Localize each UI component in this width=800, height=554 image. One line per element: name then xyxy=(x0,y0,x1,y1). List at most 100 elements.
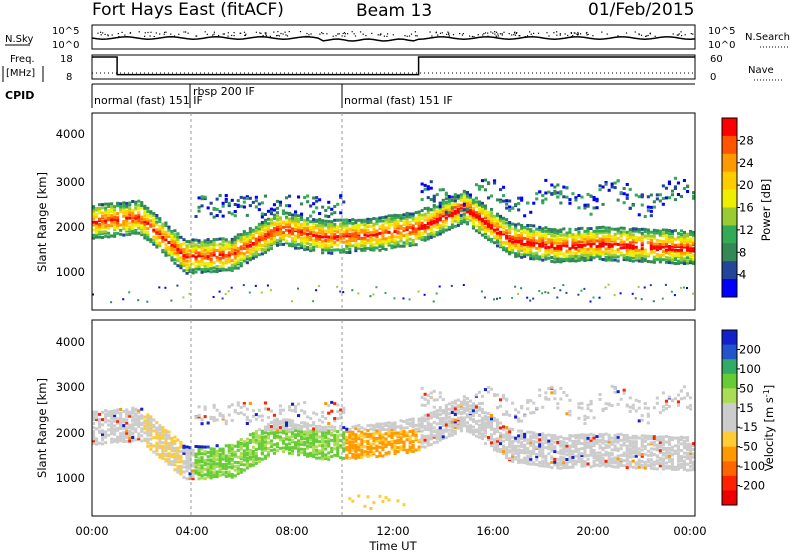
power-cell xyxy=(339,248,343,252)
velocity-cell xyxy=(185,463,189,467)
velocity-cell xyxy=(182,460,186,464)
velocity-cell xyxy=(188,472,192,476)
power-cell xyxy=(212,269,216,273)
power-cell xyxy=(312,238,316,242)
velocity-cell xyxy=(423,438,427,442)
velocity-cell xyxy=(508,457,512,460)
velocity-cell xyxy=(158,428,162,432)
velocity-cell xyxy=(242,468,246,472)
velocity-cell xyxy=(592,454,596,458)
velocity-cell xyxy=(369,434,373,438)
power-cell xyxy=(589,235,593,239)
power-cell xyxy=(435,233,439,237)
velocity-cell xyxy=(272,443,276,447)
velocity-cell xyxy=(158,453,162,457)
velocity-cell xyxy=(381,425,385,429)
velocity-cell xyxy=(306,428,310,432)
power-cell xyxy=(477,217,481,221)
velocity-cell xyxy=(487,425,491,429)
velocity-cell xyxy=(248,441,252,444)
velocity-cell xyxy=(580,464,584,468)
velocity-cell xyxy=(426,434,430,438)
power-cell xyxy=(625,234,629,238)
power-cell xyxy=(227,247,231,251)
velocity-cell xyxy=(399,432,403,436)
velocity-cell xyxy=(149,447,153,451)
power-cell xyxy=(490,214,494,218)
power-cell xyxy=(396,235,400,239)
cpid-segment-2: rbsp 200 IF xyxy=(193,85,255,98)
power-cell xyxy=(152,224,156,228)
power-cell xyxy=(556,248,560,252)
power-cell xyxy=(161,248,165,252)
power-cell xyxy=(438,210,442,214)
power-cell xyxy=(604,249,608,253)
power-cell xyxy=(107,226,111,230)
power-cell xyxy=(667,261,671,265)
velocity-cell xyxy=(462,395,466,399)
power-cell xyxy=(496,240,500,244)
velocity-cell xyxy=(541,455,545,459)
velocity-cell xyxy=(456,405,460,408)
velocity-cell xyxy=(405,451,409,455)
velocity-cell xyxy=(592,438,596,442)
power-cell xyxy=(517,234,521,237)
velocity-cell xyxy=(399,424,403,428)
power-cell xyxy=(197,209,201,213)
power-cell xyxy=(496,233,500,237)
velocity-cell xyxy=(254,413,258,417)
power-cell xyxy=(408,298,411,301)
power-cell xyxy=(170,256,174,260)
velocity-cell xyxy=(523,448,527,452)
power-cell xyxy=(658,232,662,236)
velocity-cell xyxy=(405,421,409,425)
power-cell xyxy=(444,193,448,197)
velocity-cell xyxy=(420,429,424,433)
power-cell xyxy=(98,203,102,207)
velocity-cell xyxy=(532,442,536,445)
power-cell xyxy=(173,242,177,246)
velocity-cell xyxy=(143,437,147,441)
power-cell xyxy=(468,218,472,222)
velocity-cell xyxy=(227,405,231,409)
power-cell xyxy=(559,289,562,292)
velocity-cell xyxy=(517,453,521,457)
power-cell xyxy=(263,237,267,241)
power-cell xyxy=(664,186,668,190)
power-cell xyxy=(381,229,385,233)
power-cell xyxy=(206,248,210,252)
power-cell xyxy=(577,235,581,239)
velocity-cell xyxy=(604,459,608,463)
power-cell xyxy=(128,228,132,232)
power-cell xyxy=(348,234,352,238)
velocity-cell xyxy=(288,451,292,455)
noise-search-dot xyxy=(640,34,643,36)
velocity-cell xyxy=(336,443,340,447)
velocity-cell xyxy=(125,411,129,415)
power-cell xyxy=(291,229,295,233)
power-cell xyxy=(625,237,629,241)
velocity-cell xyxy=(122,427,126,430)
power-cell xyxy=(553,260,557,264)
power-cell xyxy=(251,228,255,232)
velocity-cell xyxy=(502,439,506,443)
power-cell xyxy=(312,230,316,234)
velocity-cell xyxy=(450,422,454,426)
velocity-cell xyxy=(294,446,298,450)
noise-search-dot xyxy=(383,35,385,37)
velocity-cell xyxy=(480,422,484,425)
noise-search-dot xyxy=(380,33,382,35)
velocity-cell xyxy=(230,472,234,476)
power-cell xyxy=(487,235,491,239)
power-cell xyxy=(490,215,494,219)
power-cell xyxy=(562,241,566,245)
velocity-cell xyxy=(453,418,457,422)
velocity-cell xyxy=(502,396,506,400)
power-cell xyxy=(152,217,156,221)
power-cell xyxy=(670,255,674,259)
velocity-cell xyxy=(215,449,219,453)
velocity-cell xyxy=(351,437,355,441)
power-cell xyxy=(312,241,316,245)
power-cell xyxy=(622,201,626,205)
velocity-cell xyxy=(396,441,400,445)
